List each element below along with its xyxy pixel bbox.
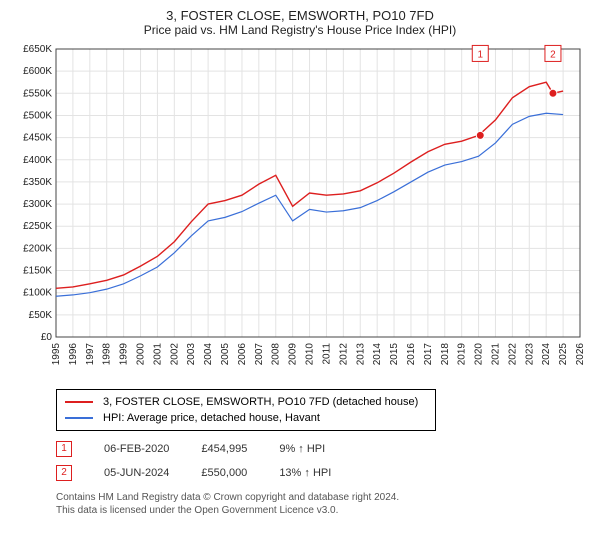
- legend-row: 3, FOSTER CLOSE, EMSWORTH, PO10 7FD (det…: [65, 394, 427, 410]
- sale-price: £550,000: [201, 461, 247, 485]
- marker-badge: 1: [56, 441, 72, 457]
- legend-label: HPI: Average price, detached house, Hava…: [103, 410, 320, 426]
- svg-text:£650K: £650K: [23, 44, 52, 55]
- svg-text:2009: 2009: [288, 343, 299, 366]
- chart-subtitle: Price paid vs. HM Land Registry's House …: [12, 23, 588, 37]
- svg-text:£400K: £400K: [23, 155, 52, 166]
- svg-text:£0: £0: [41, 332, 53, 343]
- footnote-line: Contains HM Land Registry data © Crown c…: [56, 491, 588, 504]
- legend-label: 3, FOSTER CLOSE, EMSWORTH, PO10 7FD (det…: [103, 394, 418, 410]
- svg-text:2011: 2011: [321, 343, 332, 365]
- svg-text:£500K: £500K: [23, 110, 52, 121]
- svg-text:£100K: £100K: [23, 288, 52, 299]
- sale-pct: 13% ↑ HPI: [279, 461, 331, 485]
- svg-text:2022: 2022: [507, 343, 518, 366]
- svg-text:£450K: £450K: [23, 133, 52, 144]
- svg-text:2026: 2026: [575, 343, 586, 366]
- svg-text:1995: 1995: [51, 343, 62, 366]
- svg-text:2020: 2020: [474, 343, 485, 366]
- sale-date: 05-JUN-2024: [104, 461, 169, 485]
- svg-text:2004: 2004: [203, 343, 214, 366]
- sale-date: 06-FEB-2020: [104, 437, 169, 461]
- svg-text:2007: 2007: [254, 343, 265, 366]
- svg-text:£250K: £250K: [23, 221, 52, 232]
- svg-text:2: 2: [550, 49, 556, 60]
- svg-text:2000: 2000: [136, 343, 147, 366]
- svg-text:£550K: £550K: [23, 88, 52, 99]
- svg-text:2014: 2014: [372, 343, 383, 366]
- chart-title: 3, FOSTER CLOSE, EMSWORTH, PO10 7FD: [12, 8, 588, 23]
- legend-swatch: [65, 401, 93, 403]
- footnote: Contains HM Land Registry data © Crown c…: [56, 491, 588, 517]
- svg-text:2003: 2003: [186, 343, 197, 366]
- svg-text:2024: 2024: [541, 343, 552, 366]
- svg-text:£350K: £350K: [23, 177, 52, 188]
- svg-text:£50K: £50K: [29, 310, 53, 321]
- legend-row: HPI: Average price, detached house, Hava…: [65, 410, 427, 426]
- svg-text:£600K: £600K: [23, 66, 52, 77]
- marker-badge: 2: [56, 465, 72, 481]
- svg-text:1996: 1996: [68, 343, 79, 366]
- svg-text:1999: 1999: [119, 343, 130, 366]
- svg-text:1998: 1998: [102, 343, 113, 366]
- svg-text:2017: 2017: [423, 343, 434, 366]
- svg-text:2025: 2025: [558, 343, 569, 366]
- svg-text:2019: 2019: [457, 343, 468, 366]
- chart-area: £0 £50K £100K £150K £200K £250K £300K £350K £400…: [12, 43, 588, 383]
- legend-swatch: [65, 417, 93, 419]
- svg-text:2010: 2010: [305, 343, 316, 366]
- svg-text:2013: 2013: [355, 343, 366, 366]
- svg-text:2021: 2021: [490, 343, 501, 366]
- sale-pct: 9% ↑ HPI: [279, 437, 325, 461]
- svg-text:2008: 2008: [271, 343, 282, 366]
- svg-text:£150K: £150K: [23, 266, 52, 277]
- svg-text:2005: 2005: [220, 343, 231, 366]
- svg-text:2006: 2006: [237, 343, 248, 366]
- svg-text:1997: 1997: [85, 343, 96, 366]
- table-row: 1 06-FEB-2020 £454,995 9% ↑ HPI: [56, 437, 588, 461]
- svg-text:2002: 2002: [169, 343, 180, 366]
- svg-text:2016: 2016: [406, 343, 417, 366]
- legend: 3, FOSTER CLOSE, EMSWORTH, PO10 7FD (det…: [56, 389, 436, 431]
- svg-text:2023: 2023: [524, 343, 535, 366]
- svg-text:2018: 2018: [440, 343, 451, 366]
- svg-text:1: 1: [477, 49, 483, 60]
- svg-text:2015: 2015: [389, 343, 400, 366]
- line-chart-svg: £0 £50K £100K £150K £200K £250K £300K £350K £400…: [12, 43, 588, 383]
- sales-table: 1 06-FEB-2020 £454,995 9% ↑ HPI 2 05-JUN…: [56, 437, 588, 485]
- table-row: 2 05-JUN-2024 £550,000 13% ↑ HPI: [56, 461, 588, 485]
- svg-text:£200K: £200K: [23, 243, 52, 254]
- svg-text:2001: 2001: [152, 343, 163, 366]
- footnote-line: This data is licensed under the Open Gov…: [56, 504, 588, 517]
- sale-price: £454,995: [201, 437, 247, 461]
- svg-text:2012: 2012: [338, 343, 349, 366]
- svg-text:£300K: £300K: [23, 199, 52, 210]
